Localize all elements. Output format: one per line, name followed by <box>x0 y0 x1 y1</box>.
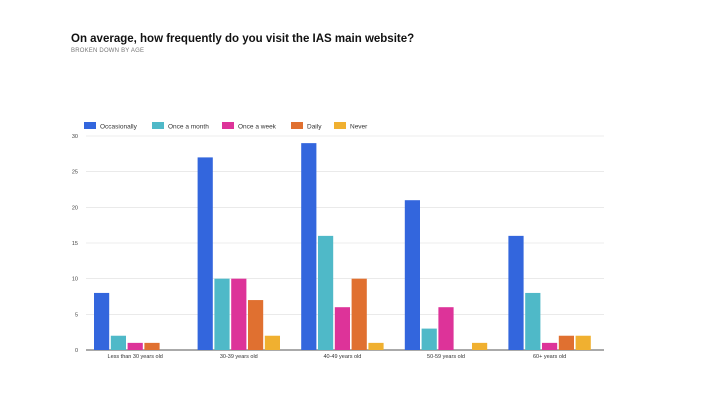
legend-swatch <box>84 122 96 129</box>
bar-never <box>472 342 488 350</box>
bar-daily <box>248 300 264 350</box>
y-tick-label: 5 <box>75 312 78 318</box>
bar-daily <box>558 335 574 350</box>
y-tick-label: 25 <box>72 170 78 176</box>
bar-once-a-week <box>231 278 247 350</box>
bar-never <box>264 335 280 350</box>
bars <box>94 143 591 350</box>
y-tick-label: 30 <box>72 134 78 140</box>
x-category-label: 40-49 years old <box>323 354 361 360</box>
bar-once-a-month <box>214 278 230 350</box>
bar-never <box>368 342 384 350</box>
y-axis-ticks: 0 5 10 15 20 25 30 <box>72 134 78 354</box>
legend-label: Once a month <box>168 124 209 131</box>
bar-once-a-month <box>421 328 437 350</box>
bar-once-a-week <box>542 342 558 350</box>
y-tick-label: 10 <box>72 277 78 283</box>
x-axis-labels: Less than 30 years old 30-39 years old 40-… <box>108 354 567 360</box>
bar-occasionally <box>301 143 317 350</box>
chart-subtitle: BROKEN DOWN BY AGE <box>71 48 145 54</box>
bar-daily <box>351 278 367 350</box>
legend-swatch <box>334 122 346 129</box>
x-category-label: 60+ years old <box>533 354 566 360</box>
bar-once-a-month <box>318 235 334 350</box>
y-tick-label: 0 <box>75 348 78 354</box>
bar-once-a-month <box>525 292 541 350</box>
bar-occasionally <box>197 157 213 350</box>
x-category-label: 50-59 years old <box>427 354 465 360</box>
legend-label: Once a week <box>238 124 277 131</box>
x-category-label: 30-39 years old <box>220 354 258 360</box>
y-tick-label: 20 <box>72 205 78 211</box>
legend-label: Daily <box>307 124 322 131</box>
bar-once-a-week <box>127 342 143 350</box>
legend-swatch <box>152 122 164 129</box>
bar-once-a-month <box>110 335 126 350</box>
chart-title: On average, how frequently do you visit … <box>71 33 415 45</box>
legend-swatch <box>291 122 303 129</box>
y-tick-label: 15 <box>72 241 78 247</box>
bar-occasionally <box>94 292 110 350</box>
bar-daily <box>144 342 160 350</box>
bar-occasionally <box>508 235 524 350</box>
legend-label: Occasionally <box>100 124 138 131</box>
legend-swatch <box>222 122 234 129</box>
bar-occasionally <box>404 200 420 350</box>
legend-label: Never <box>350 124 368 131</box>
bar-once-a-week <box>334 307 350 350</box>
bar-never <box>575 335 591 350</box>
legend: Occasionally Once a month Once a week Daily… <box>84 122 368 131</box>
x-category-label: Less than 30 years old <box>108 354 163 360</box>
bar-once-a-week <box>438 307 454 350</box>
